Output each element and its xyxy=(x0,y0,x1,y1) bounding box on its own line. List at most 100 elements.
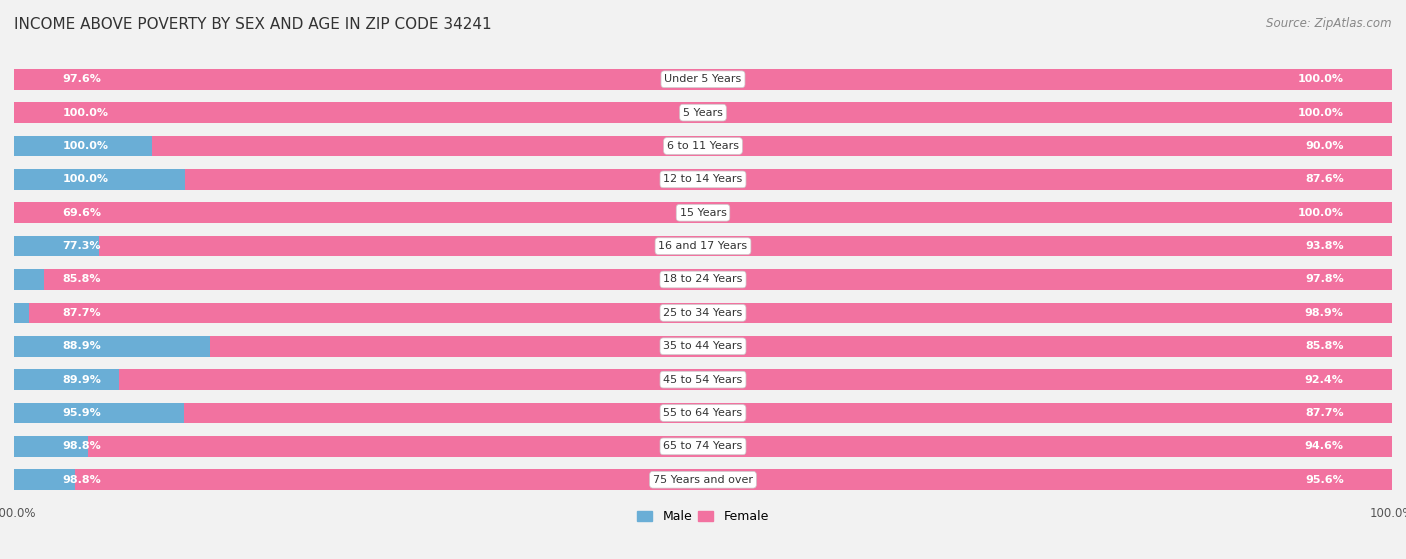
Bar xyxy=(14,402,1336,423)
Bar xyxy=(14,269,1197,290)
Bar xyxy=(14,402,1392,423)
Bar xyxy=(75,470,1392,490)
Bar xyxy=(14,402,1336,423)
Text: 95.6%: 95.6% xyxy=(1305,475,1344,485)
Bar xyxy=(14,202,1392,223)
Text: 87.6%: 87.6% xyxy=(1305,174,1344,184)
Bar xyxy=(14,169,1392,190)
Bar xyxy=(14,102,1392,123)
Bar xyxy=(14,169,1392,190)
Text: 88.9%: 88.9% xyxy=(62,341,101,351)
Text: 15 Years: 15 Years xyxy=(679,208,727,218)
Bar xyxy=(14,202,973,223)
Text: 89.9%: 89.9% xyxy=(62,375,101,385)
Text: INCOME ABOVE POVERTY BY SEX AND AGE IN ZIP CODE 34241: INCOME ABOVE POVERTY BY SEX AND AGE IN Z… xyxy=(14,17,492,32)
Bar xyxy=(14,69,1358,89)
Bar xyxy=(152,136,1392,157)
Text: 97.8%: 97.8% xyxy=(1305,274,1344,285)
Bar xyxy=(14,470,1375,490)
Text: 18 to 24 Years: 18 to 24 Years xyxy=(664,274,742,285)
Bar xyxy=(14,302,1222,323)
Text: 65 to 74 Years: 65 to 74 Years xyxy=(664,442,742,451)
Bar xyxy=(118,369,1392,390)
Text: 55 to 64 Years: 55 to 64 Years xyxy=(664,408,742,418)
Text: 100.0%: 100.0% xyxy=(1298,208,1344,218)
Bar xyxy=(14,236,1392,257)
Bar xyxy=(14,236,1080,257)
Bar xyxy=(14,336,1239,357)
Text: Source: ZipAtlas.com: Source: ZipAtlas.com xyxy=(1267,17,1392,30)
Bar xyxy=(14,202,1392,223)
Bar xyxy=(14,369,1253,390)
Text: 5 Years: 5 Years xyxy=(683,108,723,117)
Bar xyxy=(14,302,1222,323)
Bar xyxy=(14,69,1392,89)
Bar xyxy=(45,269,1392,290)
Bar xyxy=(14,336,1392,357)
Bar xyxy=(14,336,1239,357)
Text: 98.8%: 98.8% xyxy=(62,475,101,485)
Bar xyxy=(14,102,1392,123)
Bar xyxy=(14,69,1392,89)
Bar xyxy=(14,202,973,223)
Bar xyxy=(186,169,1392,190)
Bar xyxy=(209,336,1392,357)
Bar xyxy=(14,302,1392,323)
Text: 6 to 11 Years: 6 to 11 Years xyxy=(666,141,740,151)
Text: 69.6%: 69.6% xyxy=(62,208,101,218)
Text: 12 to 14 Years: 12 to 14 Years xyxy=(664,174,742,184)
Text: 77.3%: 77.3% xyxy=(62,241,101,251)
Bar xyxy=(14,136,1392,157)
Bar xyxy=(45,269,1392,290)
Bar xyxy=(14,102,1392,123)
Bar xyxy=(89,436,1392,457)
Bar xyxy=(209,336,1392,357)
Text: 87.7%: 87.7% xyxy=(62,308,101,318)
Bar xyxy=(89,436,1392,457)
Bar xyxy=(14,369,1392,390)
Bar xyxy=(75,470,1392,490)
Text: 98.9%: 98.9% xyxy=(1305,308,1344,318)
Text: 100.0%: 100.0% xyxy=(62,108,108,117)
Bar xyxy=(14,269,1392,290)
Legend: Male, Female: Male, Female xyxy=(633,505,773,528)
Text: 100.0%: 100.0% xyxy=(62,141,108,151)
Text: 95.9%: 95.9% xyxy=(62,408,101,418)
Bar xyxy=(14,236,1080,257)
Bar xyxy=(152,136,1392,157)
Bar xyxy=(186,169,1392,190)
Bar xyxy=(14,102,1392,123)
Text: 93.8%: 93.8% xyxy=(1305,241,1344,251)
Bar xyxy=(14,102,1392,123)
Text: 92.4%: 92.4% xyxy=(1305,375,1344,385)
Bar xyxy=(14,470,1392,490)
Bar xyxy=(14,369,1253,390)
Text: 100.0%: 100.0% xyxy=(1298,108,1344,117)
Text: 85.8%: 85.8% xyxy=(1305,341,1344,351)
Bar xyxy=(14,436,1392,457)
Text: 94.6%: 94.6% xyxy=(1305,442,1344,451)
Bar xyxy=(14,436,1375,457)
Bar xyxy=(14,436,1375,457)
Bar xyxy=(100,236,1392,257)
Bar xyxy=(14,269,1197,290)
Text: 87.7%: 87.7% xyxy=(1305,408,1344,418)
Bar xyxy=(30,302,1392,323)
Bar xyxy=(14,202,1392,223)
Bar xyxy=(184,402,1392,423)
Text: 16 and 17 Years: 16 and 17 Years xyxy=(658,241,748,251)
Bar xyxy=(14,69,1358,89)
Bar xyxy=(14,69,1392,89)
Text: 97.6%: 97.6% xyxy=(62,74,101,84)
Bar xyxy=(184,402,1392,423)
Bar xyxy=(14,136,1392,157)
Text: 35 to 44 Years: 35 to 44 Years xyxy=(664,341,742,351)
Text: 85.8%: 85.8% xyxy=(62,274,101,285)
Text: 100.0%: 100.0% xyxy=(1298,74,1344,84)
Text: 98.8%: 98.8% xyxy=(62,442,101,451)
Bar xyxy=(14,136,1392,157)
Text: 75 Years and over: 75 Years and over xyxy=(652,475,754,485)
Text: Under 5 Years: Under 5 Years xyxy=(665,74,741,84)
Bar xyxy=(30,302,1392,323)
Text: 100.0%: 100.0% xyxy=(62,174,108,184)
